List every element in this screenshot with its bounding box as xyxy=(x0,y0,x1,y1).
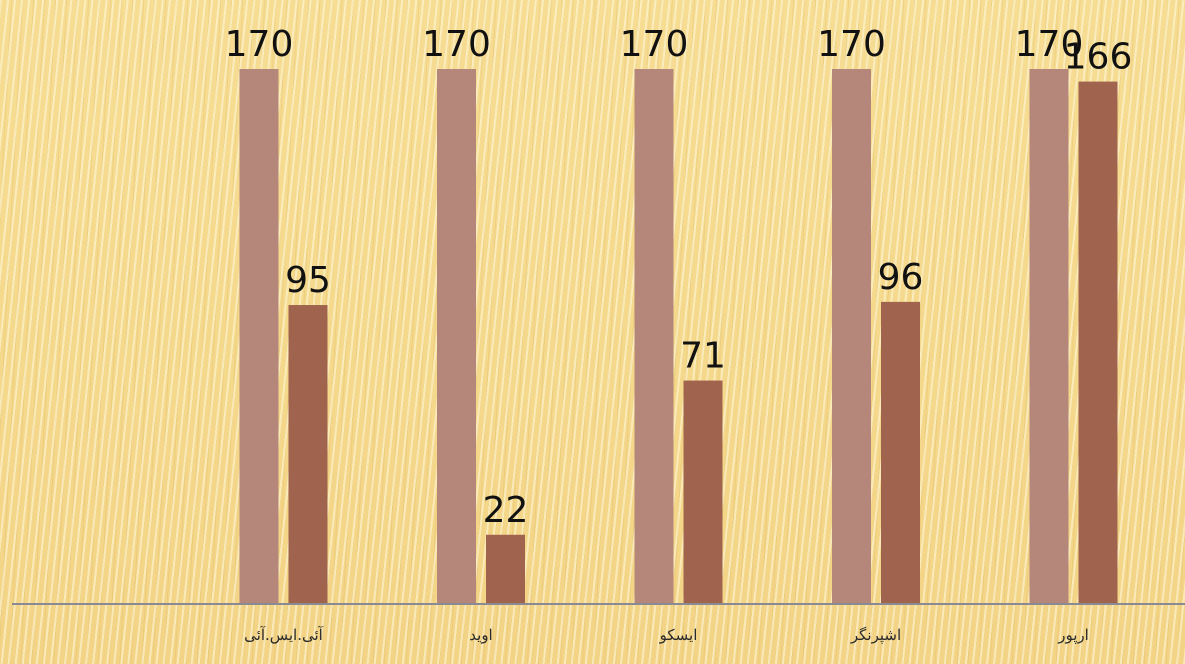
bar-5-series-2 xyxy=(1078,81,1118,604)
data-label-3-series-1: 170 xyxy=(620,24,689,65)
bar-1-series-1 xyxy=(239,69,279,604)
labels-group: 170 95 آئی.ایس.آئی 170 22 اوید 170 71 ایسکو 170 96… xyxy=(225,24,1133,644)
bar-1-series-2 xyxy=(288,305,328,604)
data-label-1-series-2: 95 xyxy=(285,260,331,301)
bar-2-series-1 xyxy=(437,69,476,604)
bar-4-series-1 xyxy=(832,69,871,604)
data-label-5-series-1: 170 xyxy=(1015,24,1084,65)
bar-5-series-1 xyxy=(1029,69,1069,604)
data-label-5-series-2: 166 xyxy=(1064,37,1133,78)
category-label-4: اشپرنگر xyxy=(850,626,901,644)
data-label-4-series-2: 96 xyxy=(878,257,924,298)
data-label-2-series-2: 22 xyxy=(483,490,529,531)
bar-4-series-2 xyxy=(881,301,920,604)
bars-group xyxy=(239,69,1118,604)
bar-3-series-1 xyxy=(634,69,674,604)
data-label-4-series-1: 170 xyxy=(817,24,886,65)
category-label-1: آئی.ایس.آئی xyxy=(244,626,324,644)
data-label-2-series-1: 170 xyxy=(422,24,491,65)
bar-2-series-2 xyxy=(486,534,525,604)
category-label-2: اوید xyxy=(469,626,492,644)
category-label-5: ارپور xyxy=(1057,626,1089,644)
bar-3-series-2 xyxy=(683,380,723,604)
data-label-3-series-2: 71 xyxy=(680,336,726,377)
category-label-3: ایسکو xyxy=(659,626,698,644)
data-label-1-series-1: 170 xyxy=(225,24,294,65)
